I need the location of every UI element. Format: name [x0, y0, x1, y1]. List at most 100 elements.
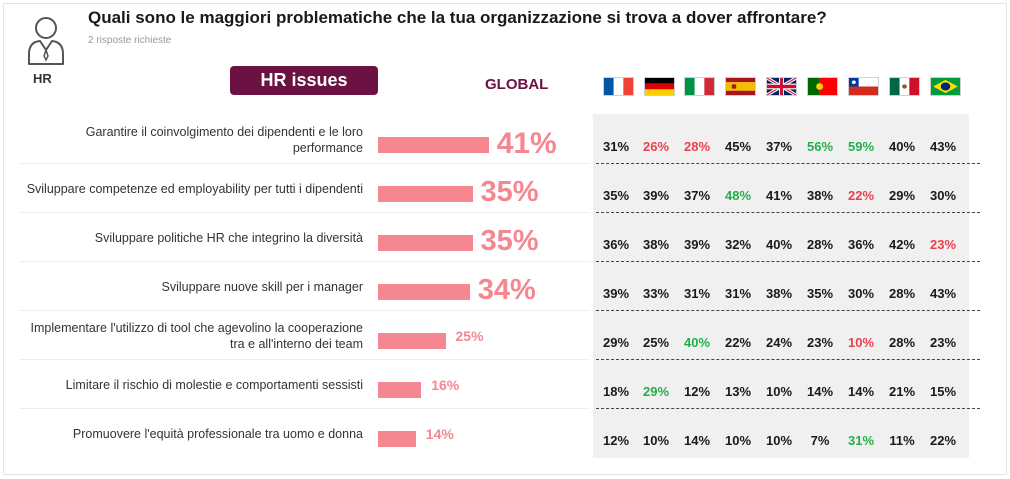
country-value-cell: 43%	[923, 115, 963, 164]
page-title: Quali sono le maggiori problematiche che…	[88, 8, 827, 28]
category-label: Sviluppare nuove skill per i manager	[20, 262, 363, 311]
country-value-cell: 33%	[636, 262, 676, 311]
country-value-cell: 10%	[759, 360, 799, 409]
country-value-cell: 39%	[636, 164, 676, 213]
country-value-cell: 31%	[718, 262, 758, 311]
country-value-cell: 26%	[636, 115, 676, 164]
country-value-cell: 31%	[677, 262, 717, 311]
country-value-cell: 22%	[718, 311, 758, 360]
chart-row: Sviluppare politiche HR che integrino la…	[0, 213, 1010, 262]
chart-row: Limitare il rischio di molestie e compor…	[0, 360, 1010, 409]
germany-flag-icon	[644, 77, 675, 96]
bar	[378, 382, 421, 398]
category-label: Sviluppare competenze ed employability p…	[20, 164, 363, 213]
country-value-cell: 43%	[923, 262, 963, 311]
country-value-cell: 23%	[923, 213, 963, 262]
country-value-cell: 41%	[759, 164, 799, 213]
country-value-cell: 36%	[596, 213, 636, 262]
country-value-cell: 18%	[596, 360, 636, 409]
country-value-cell: 35%	[800, 262, 840, 311]
country-value-cell: 25%	[636, 311, 676, 360]
page-subtitle: 2 risposte richieste	[88, 35, 171, 46]
country-value-cell: 39%	[596, 262, 636, 311]
country-value-cell: 40%	[759, 213, 799, 262]
country-value-cell: 40%	[677, 311, 717, 360]
country-value-cell: 23%	[923, 311, 963, 360]
country-value-cell: 23%	[800, 311, 840, 360]
bar	[378, 186, 473, 202]
bar	[378, 235, 473, 251]
country-value-cell: 28%	[882, 311, 922, 360]
chile-flag-icon	[848, 77, 879, 96]
chart-row: Promuovere l'equità professionale tra uo…	[0, 409, 1010, 458]
country-value-cell: 14%	[841, 360, 881, 409]
country-value-cell: 42%	[882, 213, 922, 262]
brazil-flag-icon	[930, 77, 961, 96]
country-value-cell: 36%	[841, 213, 881, 262]
country-value-cell: 29%	[882, 164, 922, 213]
category-label: Implementare l'utilizzo di tool che agev…	[20, 311, 363, 360]
spain-flag-icon	[725, 77, 756, 96]
country-value-cell: 11%	[882, 409, 922, 458]
chart-row: Sviluppare nuove skill per i manager 34% 3…	[0, 262, 1010, 311]
bar-value-label: 16%	[431, 377, 459, 393]
country-value-cell: 48%	[718, 164, 758, 213]
country-value-cell: 7%	[800, 409, 840, 458]
country-value-cell: 35%	[596, 164, 636, 213]
hr-issues-badge: HR issues	[230, 66, 378, 95]
country-value-cell: 24%	[759, 311, 799, 360]
category-label: Sviluppare politiche HR che integrino la…	[20, 213, 363, 262]
country-value-cell: 31%	[596, 115, 636, 164]
bar-value-label: 14%	[426, 426, 454, 442]
country-value-cell: 22%	[841, 164, 881, 213]
country-value-cell: 10%	[718, 409, 758, 458]
country-value-cell: 37%	[759, 115, 799, 164]
country-value-cell: 10%	[841, 311, 881, 360]
country-value-cell: 38%	[636, 213, 676, 262]
country-value-cell: 10%	[636, 409, 676, 458]
country-value-cell: 28%	[800, 213, 840, 262]
hr-label: HR	[33, 71, 52, 86]
country-value-cell: 12%	[596, 409, 636, 458]
country-value-cell: 45%	[718, 115, 758, 164]
mexico-flag-icon	[889, 77, 920, 96]
chart-row: Sviluppare competenze ed employability p…	[0, 164, 1010, 213]
country-value-cell: 28%	[677, 115, 717, 164]
category-label: Limitare il rischio di molestie e compor…	[20, 360, 363, 409]
country-value-cell: 15%	[923, 360, 963, 409]
country-value-cell: 30%	[923, 164, 963, 213]
country-value-cell: 32%	[718, 213, 758, 262]
category-label: Promuovere l'equità professionale tra uo…	[20, 409, 363, 458]
country-value-cell: 40%	[882, 115, 922, 164]
country-value-cell: 37%	[677, 164, 717, 213]
global-column-header: GLOBAL	[485, 76, 548, 93]
country-value-cell: 30%	[841, 262, 881, 311]
person-icon	[26, 14, 66, 66]
category-label: Garantire il coinvolgimento dei dipenden…	[20, 115, 363, 164]
country-value-cell: 28%	[882, 262, 922, 311]
country-value-cell: 29%	[636, 360, 676, 409]
country-value-cell: 59%	[841, 115, 881, 164]
country-value-cell: 38%	[759, 262, 799, 311]
country-value-cell: 38%	[800, 164, 840, 213]
bar	[378, 284, 470, 300]
country-value-cell: 12%	[677, 360, 717, 409]
italy-flag-icon	[684, 77, 715, 96]
bar-value-label: 35%	[481, 225, 539, 258]
country-value-cell: 31%	[841, 409, 881, 458]
country-value-cell: 13%	[718, 360, 758, 409]
country-value-cell: 29%	[596, 311, 636, 360]
bar	[378, 333, 446, 349]
bar-value-label: 41%	[497, 127, 557, 161]
portugal-flag-icon	[807, 77, 838, 96]
country-value-cell: 22%	[923, 409, 963, 458]
country-value-cell: 39%	[677, 213, 717, 262]
country-value-cell: 14%	[800, 360, 840, 409]
country-value-cell: 56%	[800, 115, 840, 164]
bar	[378, 431, 416, 447]
bar-value-label: 35%	[481, 176, 539, 209]
bar-value-label: 25%	[456, 328, 484, 344]
uk-flag-icon	[766, 77, 797, 96]
country-value-cell: 21%	[882, 360, 922, 409]
bar	[378, 137, 489, 153]
